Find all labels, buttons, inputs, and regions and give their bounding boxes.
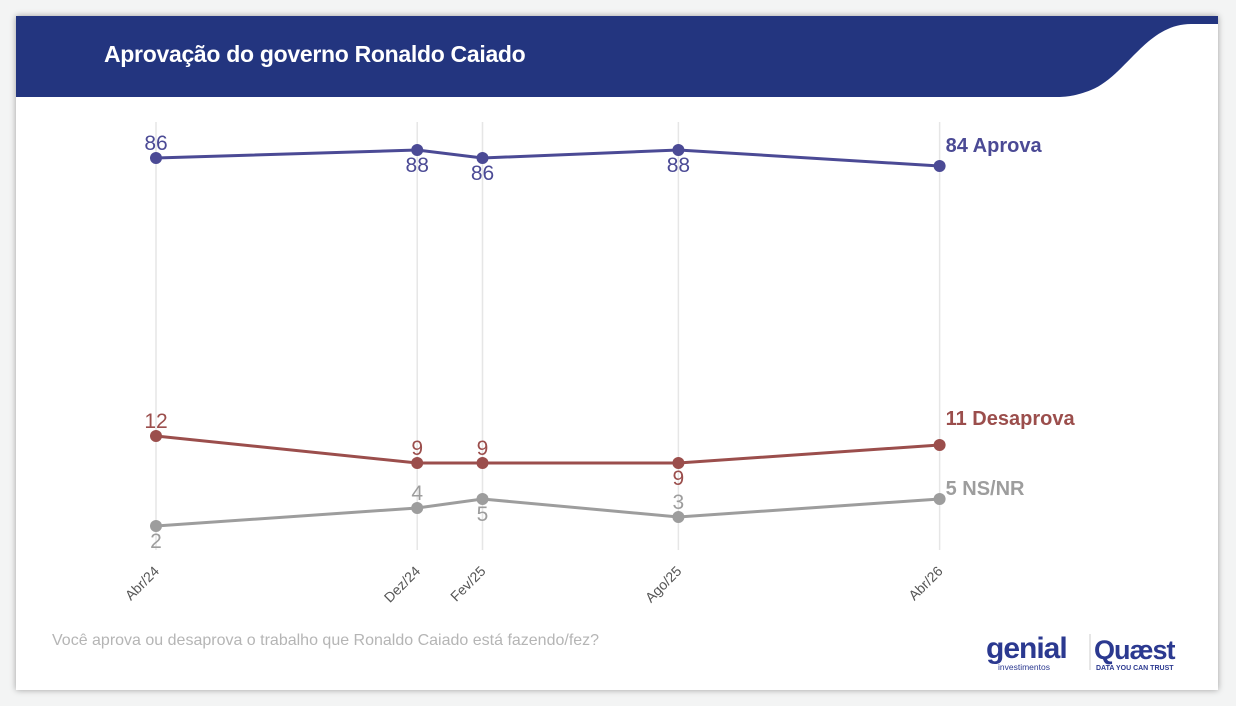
series-end-label: 84 Aprova [946,135,1043,157]
data-label: 88 [667,154,690,177]
genial-sub: investimentos [998,662,1050,672]
data-point [933,493,946,505]
data-point [672,457,685,469]
series-line-NS/NR [155,497,940,528]
data-label: 5 [477,503,489,526]
x-tick-label: Abr/26 [905,563,946,604]
data-label: 9 [673,467,685,490]
data-point [672,144,685,156]
data-point [933,160,946,172]
data-point [150,152,162,164]
data-label: 12 [144,410,167,433]
data-point [150,430,162,442]
survey-question: Você aprova ou desaprova o trabalho que … [52,632,600,649]
brand-logos: genial investimentos Quæst DATA YOU CAN … [986,632,1177,672]
header-band [16,16,1218,97]
x-tick-label: Fev/25 [447,563,489,605]
x-tick-label: Abr/24 [122,563,163,604]
x-tick-label: Ago/25 [642,563,685,606]
data-point [933,439,946,451]
data-label: 86 [471,162,494,185]
data-point [411,457,424,469]
data-point [411,144,424,156]
data-label: 2 [150,530,162,553]
data-label: 88 [406,154,429,177]
data-label: 9 [477,437,489,460]
chart-title: Aprovação do governo Ronaldo Caiado [104,41,526,67]
line-chart: Abr/24 Dez/24 Fev/25 Ago/25 Abr/26 2 4 5 3 5 NS/N… [122,122,1076,606]
genial-logo: genial [986,632,1067,665]
data-point [476,457,489,469]
data-label: 9 [411,437,423,460]
chart-card: Aprovação do governo Ronaldo Caiado Abr/… [16,16,1218,690]
series-end-label: 11 Desaprova [946,408,1076,430]
series-line-Desaprova [155,434,940,465]
data-label: 4 [411,482,423,505]
data-point [411,502,424,514]
data-point [476,493,489,505]
quaest-logo: Quæst [1094,635,1176,665]
data-point [476,152,489,164]
data-label: 3 [673,491,685,514]
quaest-sub: DATA YOU CAN TRUST [1096,665,1174,672]
data-label: 86 [144,132,167,155]
x-tick-label: Dez/24 [381,563,424,606]
data-point [150,520,162,532]
series-end-label: 5 NS/NR [946,478,1025,500]
data-point [672,511,685,523]
series-line-Aprova [155,148,940,168]
